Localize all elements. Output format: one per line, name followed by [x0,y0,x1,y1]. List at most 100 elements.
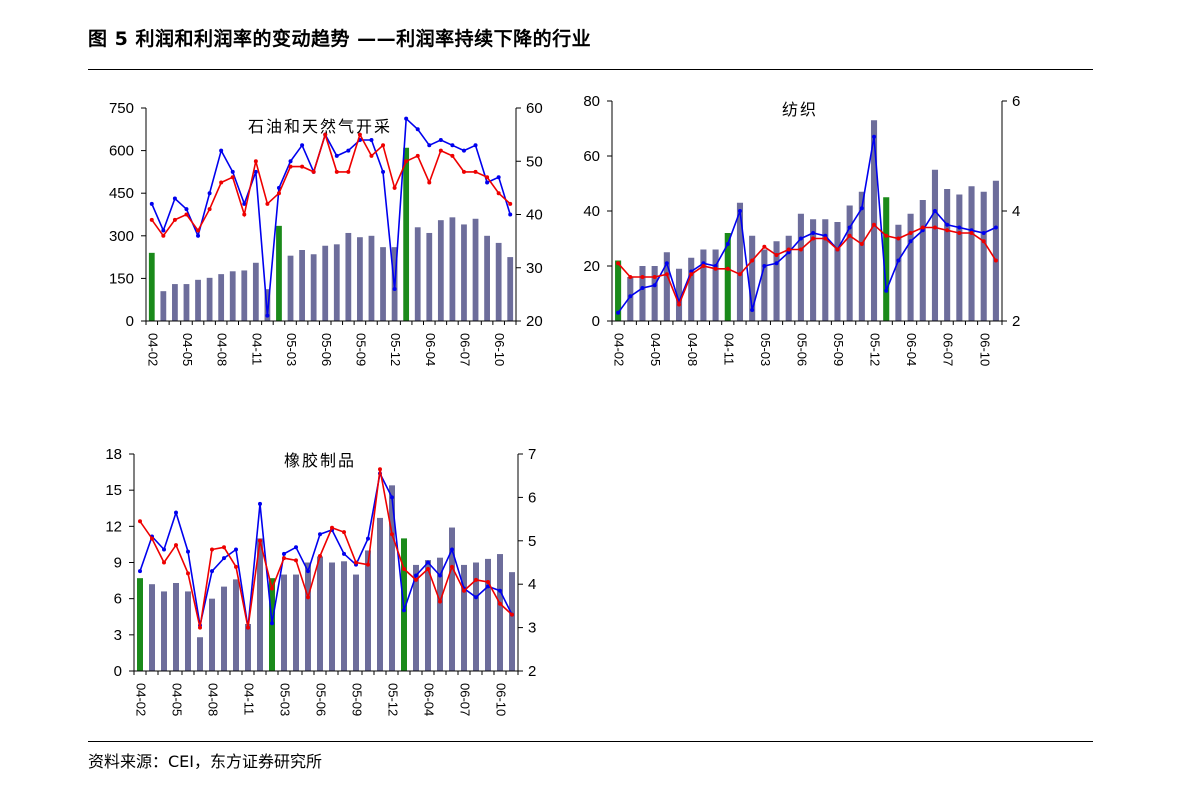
right-tick-label: 6 [1012,93,1020,110]
series-point [210,569,214,574]
series-point [184,212,189,217]
right-tick-label: 5 [528,533,536,550]
bar [137,578,143,671]
series-point [318,532,322,537]
series-point [701,261,706,266]
series-point [415,127,420,132]
x-tick-label: 05-06 [314,683,329,716]
series-line [151,131,511,238]
series-point [426,567,430,572]
left-tick-label: 15 [105,482,122,499]
series-point [438,599,442,604]
series-point [920,228,925,233]
x-tick-label: 04-11 [249,333,264,365]
bar [883,197,890,321]
bar [172,284,178,321]
bar [206,277,213,321]
series-point [640,286,645,290]
bar [403,147,410,321]
series-point [354,560,358,565]
bar [675,268,683,321]
series-point [798,247,803,252]
x-tick-label: 06-07 [458,683,473,716]
series-point [404,159,409,164]
bar [276,225,282,321]
series-point [230,175,235,180]
chart-title: 纺织 [782,101,818,119]
series-point [945,228,950,233]
series-point [270,586,274,591]
series-point [485,175,490,180]
series-point [508,212,513,217]
series-point [346,169,351,174]
x-tick-label: 05-12 [388,333,403,366]
left-tick-label: 0 [114,663,122,680]
x-tick-label: 04-05 [648,333,663,366]
bar [437,557,443,671]
left-tick-label: 600 [109,143,134,160]
series-point [222,556,226,561]
series-point [186,549,190,554]
series-point [300,164,305,169]
series-point [427,143,432,148]
series-point [872,134,877,139]
bar [329,562,335,671]
series-point [485,180,490,185]
series-point [323,132,328,137]
bar [797,213,804,321]
bar [858,191,865,321]
right-tick-label: 4 [528,576,536,593]
series-point [811,236,816,241]
series-point [993,258,998,263]
bar [700,249,707,321]
right-tick-label: 2 [1012,313,1020,330]
bar [380,247,386,321]
x-tick-label: 04-02 [612,333,627,366]
series-point [450,153,455,158]
x-tick-label: 04-05 [170,683,185,716]
bar [615,260,622,321]
x-tick-label: 06-10 [494,683,509,716]
line-series-2 [149,131,513,238]
x-tick-label: 05-12 [868,333,883,366]
series-point [701,264,706,268]
x-tick-label: 04-05 [180,333,195,366]
series-point [230,169,235,174]
left-tick-label: 300 [109,228,134,245]
x-tick-label: 06-10 [492,333,507,366]
bar [509,572,515,671]
x-tick-label: 05-09 [831,333,846,366]
left-tick-label: 20 [583,258,600,275]
x-tick-label: 04-11 [721,333,736,365]
series-point [415,153,420,158]
bar [317,556,323,671]
series-point [510,612,514,617]
series-point [426,560,430,565]
series-point [306,595,310,600]
series-point [265,201,270,206]
series-point [473,169,478,174]
bar [281,574,287,671]
series-point [306,569,310,574]
series-point [300,143,305,148]
bar [377,517,383,671]
series-point [957,225,962,230]
series-point [774,261,779,266]
bar [221,586,227,671]
left-tick-label: 750 [109,100,134,117]
series-point [981,239,986,244]
series-point [823,236,828,241]
chart-title: 橡胶制品 [284,452,356,470]
bar [160,291,167,321]
x-tick-label: 06-10 [977,333,992,366]
series-point [318,553,322,558]
series-point [246,625,250,630]
series-point [762,264,767,268]
series-point [823,233,828,238]
line-series-1 [616,134,998,315]
bar [365,550,371,671]
bar-series [137,485,515,671]
series-point [258,538,262,543]
series-point [750,308,755,312]
x-tick-label: 04-02 [145,333,160,366]
